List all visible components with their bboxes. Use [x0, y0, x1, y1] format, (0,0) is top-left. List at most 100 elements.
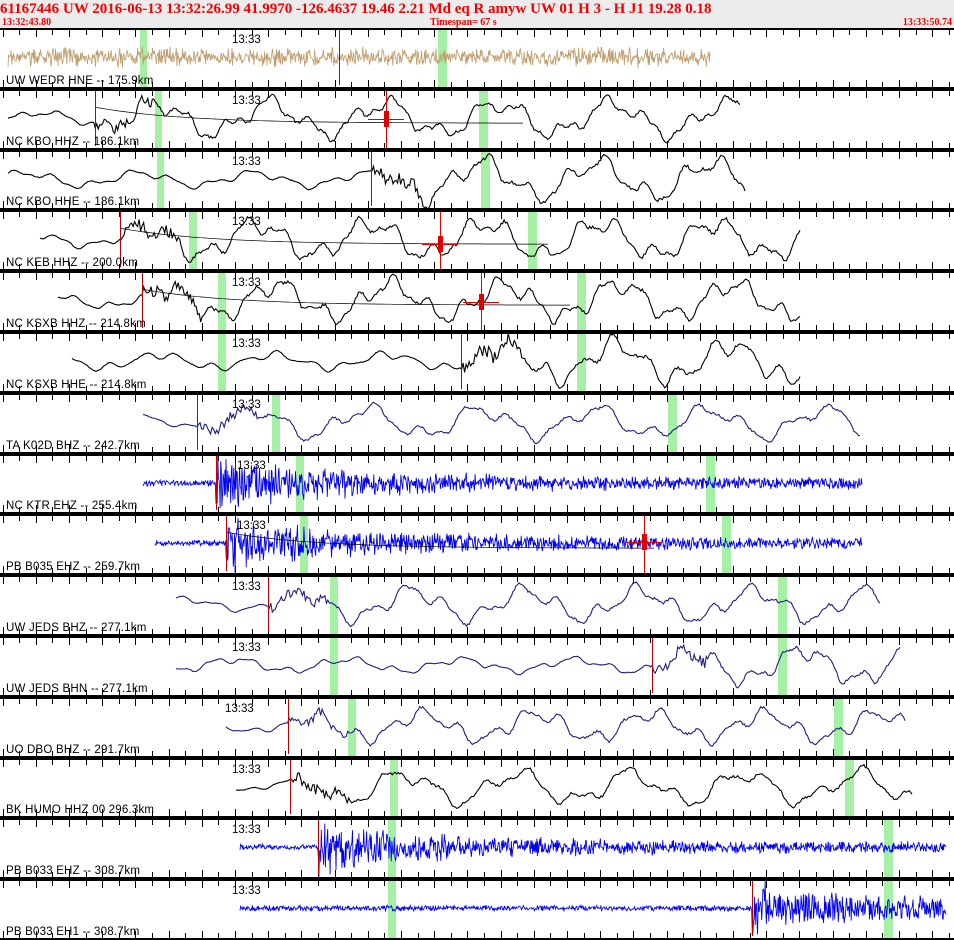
tick: [284, 212, 286, 218]
tick: [185, 81, 187, 87]
tick: [400, 201, 402, 209]
channel-label[interactable]: NC KBO HHZ -- 186.1km: [6, 135, 140, 148]
tick: [118, 264, 120, 270]
tick: [434, 322, 436, 330]
tick: [234, 687, 236, 695]
channel-label[interactable]: UO DBO BHZ -- 291.7km: [6, 743, 140, 756]
phase-pick-line[interactable]: [461, 334, 462, 389]
tick: [517, 698, 519, 704]
tick: [633, 79, 635, 87]
tick: [799, 455, 801, 463]
axis-line-top: [0, 575, 954, 578]
channel-label[interactable]: PB B033 EH1 -- 308.7km: [6, 925, 140, 938]
phase-pick-line[interactable]: [318, 820, 319, 876]
tick: [334, 334, 336, 341]
tick: [268, 334, 270, 341]
tick: [865, 820, 867, 828]
tick: [384, 151, 386, 157]
tick: [367, 322, 369, 330]
tick: [915, 932, 917, 938]
tick: [351, 759, 353, 765]
tick: [450, 264, 452, 270]
phase-pick-line[interactable]: [142, 273, 143, 328]
tick: [782, 30, 784, 35]
tick: [334, 322, 336, 330]
tick: [483, 264, 485, 270]
channel-label[interactable]: NC KEB HHZ -- 200.0km: [6, 257, 139, 270]
tick: [284, 385, 286, 391]
tick: [649, 577, 651, 583]
tick: [815, 689, 817, 695]
channel-label[interactable]: PB B033 EHZ -- 308.7km: [6, 865, 141, 878]
tick: [351, 628, 353, 634]
tick: [500, 566, 502, 574]
channel-label[interactable]: UW JEDS BHZ -- 277.1km: [6, 621, 147, 634]
tick: [732, 455, 734, 463]
tick: [317, 638, 319, 643]
channel-label[interactable]: BK HUMO HHZ 00 296.3km: [6, 804, 155, 817]
channel-label[interactable]: NC KBO HHE -- 186.1km: [6, 196, 140, 209]
phase-pick-line[interactable]: [120, 212, 121, 268]
phase-pick-line[interactable]: [339, 30, 340, 85]
channel-label[interactable]: TA K02D BHZ -- 242.7km: [6, 439, 140, 452]
tick: [849, 90, 851, 96]
tick: [616, 273, 618, 279]
tick: [948, 628, 950, 634]
time-axis-label: 13:33: [237, 459, 266, 472]
coda-window-band: [481, 151, 490, 209]
phase-pick-line[interactable]: [95, 90, 96, 146]
tick: [766, 566, 768, 574]
channel-label[interactable]: NC KSXB HHE -- 214.8km: [6, 378, 147, 391]
tick: [600, 444, 602, 452]
tick: [351, 689, 353, 695]
tick-marks-bottom: [0, 383, 954, 391]
tick: [566, 759, 568, 767]
phase-pick-line[interactable]: [288, 698, 289, 754]
tick: [716, 142, 718, 148]
tick: [732, 870, 734, 878]
tick: [268, 394, 270, 402]
phase-pick-line[interactable]: [290, 759, 291, 815]
channel-label[interactable]: NC KTR EHZ -- 255.4km: [6, 500, 138, 513]
phase-pick-line[interactable]: [268, 577, 269, 632]
time-axis-label: 13:33: [232, 885, 261, 898]
phase-pick-line[interactable]: [226, 516, 227, 572]
tick: [517, 212, 519, 218]
channel-label[interactable]: NC KSXB HHZ -- 214.8km: [6, 317, 146, 330]
phase-pick-line[interactable]: [652, 638, 653, 693]
channel-label[interactable]: UW JEDS BHN -- 277.1km: [6, 682, 148, 695]
phase-pick-line[interactable]: [216, 455, 217, 511]
tick: [766, 444, 768, 452]
tick: [85, 628, 87, 634]
phase-pick-line[interactable]: [371, 151, 372, 207]
tick: [185, 689, 187, 695]
channel-label[interactable]: UW WEDR HNE -- 175.9km: [6, 74, 154, 87]
phase-pick-line[interactable]: [197, 394, 198, 450]
tick: [749, 750, 751, 756]
tick: [351, 446, 353, 452]
tick: [351, 455, 353, 461]
phase-pick-line[interactable]: [752, 881, 753, 936]
tick: [19, 881, 21, 887]
tick: [168, 334, 170, 341]
tick: [683, 273, 685, 279]
channel-label[interactable]: PB B035 EHZ -- 259.7km: [6, 561, 141, 574]
tick: [882, 90, 884, 96]
tick: [301, 687, 303, 695]
